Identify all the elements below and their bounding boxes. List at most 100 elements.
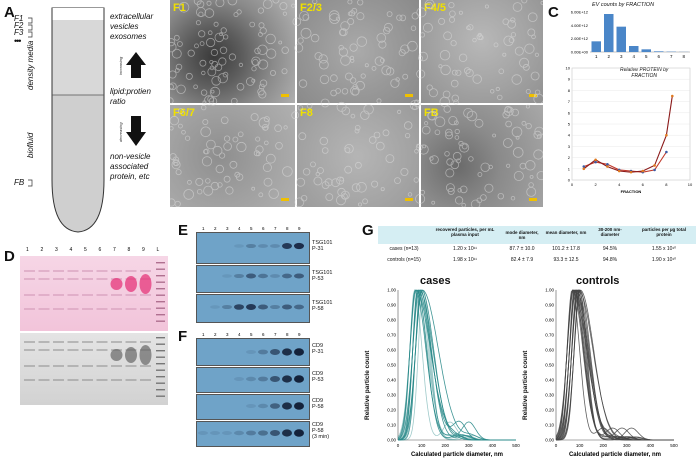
size-xtick: 300	[623, 443, 631, 448]
increasing-label: increasing	[118, 56, 123, 75]
fraction-label-f2: F2	[14, 21, 24, 30]
prot-xtick: 6	[642, 182, 645, 187]
ev-ytick: 6.00E+12	[571, 10, 589, 15]
size-xtick: 200	[441, 443, 449, 448]
prot-ytick: 1	[568, 166, 571, 171]
gel-lane-label: 3	[55, 247, 58, 253]
density-tube	[28, 7, 146, 233]
prot-ytick: 10	[566, 66, 571, 71]
prot-ytick: 3	[568, 144, 571, 149]
blot-tsg101-p53	[196, 265, 310, 293]
controls-ylabel: Relative particle count	[522, 350, 529, 420]
table-header-mean: mean diameter, nm	[545, 230, 587, 235]
prot-xtick: 8	[665, 182, 668, 187]
size-xtick: 400	[647, 443, 655, 448]
prot-ytick: 9	[568, 77, 571, 82]
cases-size-chart: 0.00 0.10 0.20 0.30 0.40 0.50 0.60 0.70 0.80 0.90…	[387, 288, 520, 459]
size-xtick: 0	[555, 443, 558, 448]
ev-label: extracellular vesicles exosomes	[110, 12, 154, 41]
blot-lane-label: 8	[286, 226, 289, 231]
size-distribution-line	[398, 289, 516, 441]
blot-lane-label: 7	[274, 226, 277, 231]
blot-tsg101-p31	[196, 232, 310, 264]
tem-image-f8: F8	[297, 105, 419, 207]
size-ytick: 0.40	[387, 378, 396, 383]
blot-lane-label: 7	[274, 332, 277, 337]
panel-label-f: F	[178, 328, 188, 345]
panel-label-c: C	[548, 4, 559, 21]
prot-ytick: 5	[568, 122, 571, 127]
fraction-label-f1: F1	[14, 14, 24, 23]
size-ytick: 0.90	[545, 303, 554, 308]
gel-lane-label: 6	[99, 247, 102, 253]
ev-xtick: 1	[595, 54, 598, 59]
prot-point	[617, 169, 621, 173]
ev-ytick: 4.00E+12	[571, 23, 589, 28]
gel-lane-label: 7	[113, 247, 116, 253]
prot-point	[641, 169, 645, 173]
blot-label-tsg101-p53: TSG101 P-53	[312, 270, 333, 282]
prot-point	[582, 167, 586, 171]
cases-ylabel: Relative particle count	[364, 350, 371, 420]
blot-lane-label: 6	[262, 332, 265, 337]
size-xlabel: Calculated particle diameter, nm	[569, 452, 661, 458]
prot-xtick: 10	[688, 182, 693, 187]
blot-lane-label: 1	[202, 226, 205, 231]
prot-point	[606, 163, 609, 166]
decreasing-label: decreasing	[118, 122, 123, 142]
blot-lane-label: 3	[226, 332, 229, 337]
blot-lane-label: 4	[238, 226, 241, 231]
table-header-per-ug: particles per µg total protein	[641, 227, 687, 237]
prot-point	[594, 158, 597, 162]
blot-lane-label: 2	[214, 332, 217, 337]
blot-label-cd9-p31: CD9 P-31	[312, 343, 324, 355]
prot-ytick: 4	[568, 133, 571, 138]
prot-xlabel: FRACTION	[621, 189, 642, 194]
ev-xtick: 6	[657, 54, 660, 59]
ev-counts-chart: 6.00E+12 4.00E+12 2.00E+12 0.00E+00 1 2 3 4 5 6 7 8	[571, 10, 690, 59]
size-xtick: 500	[512, 443, 520, 448]
prot-point	[606, 165, 609, 168]
coomassie-gel	[20, 333, 168, 405]
size-ytick: 0.80	[387, 318, 396, 323]
prot-point	[594, 160, 597, 164]
tem-texture	[170, 0, 543, 207]
size-ytick: 0.90	[387, 303, 396, 308]
ev-xtick: 2	[607, 54, 610, 59]
blot-f-lane-labels: 1 2 3 4 5 6 7 8 9	[202, 332, 301, 337]
size-ytick: 0.20	[387, 408, 396, 413]
prot-point	[653, 164, 656, 167]
ev-bar	[641, 49, 651, 52]
size-ytick: 0.50	[545, 363, 554, 368]
size-ytick: 0.00	[545, 438, 554, 443]
gel-lane-label: 9	[142, 247, 145, 253]
size-distribution-line	[397, 289, 516, 441]
blot-e-lane-labels: 1 2 3 4 5 6 7 8 9	[202, 226, 301, 231]
blot-label-cd9-p58: CD9 P-58	[312, 398, 324, 410]
prot-xtick: 4	[618, 182, 621, 187]
size-ytick: 0.80	[545, 318, 554, 323]
gel-lane-label: 4	[70, 247, 73, 253]
panel-label-d: D	[4, 248, 15, 265]
prot-xtick: 2	[594, 182, 597, 187]
ev-xtick: 5	[645, 54, 648, 59]
ev-bar	[591, 41, 601, 52]
ev-bar	[616, 26, 626, 52]
blot-label-tsg101-p31: TSG101 P-31	[312, 240, 333, 252]
gel-lane-label: 5	[84, 247, 87, 253]
biofluid-label: biofluid	[26, 132, 35, 158]
size-xtick: 100	[576, 443, 584, 448]
blot-lane-label: 3	[226, 226, 229, 231]
blot-lane-label: 6	[262, 226, 265, 231]
table-row: controls (n=15) 1.98 x 10¹¹ 82.4 ± 7.9 9…	[387, 257, 677, 263]
gel-lane-label: 2	[41, 247, 44, 253]
summary-table-header	[378, 226, 696, 244]
size-ytick: 0.60	[545, 348, 554, 353]
size-ytick: 0.10	[387, 423, 396, 428]
size-xtick: 300	[465, 443, 473, 448]
prot-point	[665, 150, 668, 154]
table-header-30-200: 30-200 nm-diameter	[598, 227, 622, 237]
fraction-label-f3: F3	[14, 28, 24, 37]
size-ytick: 1.00	[387, 288, 396, 293]
